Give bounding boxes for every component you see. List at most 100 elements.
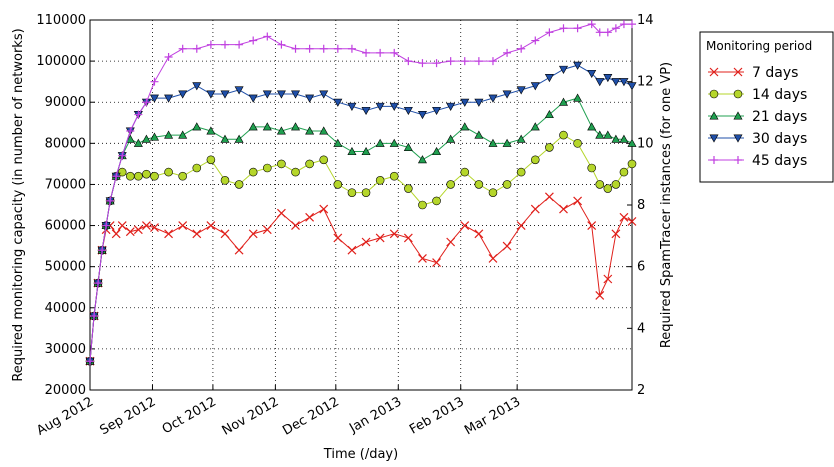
marker [276, 90, 286, 99]
series-line [89, 23, 632, 362]
marker [126, 127, 135, 135]
y-tick-label: 60000 [45, 219, 86, 234]
marker [390, 48, 399, 57]
marker [361, 106, 371, 116]
marker [178, 221, 188, 230]
marker [404, 184, 413, 193]
marker [474, 229, 484, 239]
marker [164, 53, 173, 61]
marker [125, 134, 135, 143]
marker [595, 78, 605, 87]
marker [319, 44, 328, 53]
legend-label: 30 days [752, 131, 807, 147]
marker [248, 94, 258, 103]
marker [262, 90, 272, 99]
marker [709, 67, 719, 77]
marker [530, 82, 540, 91]
marker [118, 151, 127, 160]
marker [291, 167, 300, 177]
marker [249, 36, 258, 45]
marker [112, 172, 121, 181]
y-tick-label: 80000 [45, 136, 86, 151]
marker [276, 126, 286, 135]
marker [544, 192, 554, 202]
marker [389, 102, 399, 111]
legend-box [699, 31, 834, 183]
marker [530, 155, 540, 165]
marker [587, 20, 596, 29]
marker [611, 134, 621, 143]
marker [98, 246, 107, 255]
marker [206, 126, 216, 135]
marker [595, 28, 604, 37]
y2-axis-label: Required SpamTracer instances (for one V… [659, 62, 674, 348]
marker [603, 74, 613, 83]
marker [403, 142, 413, 151]
marker [603, 28, 612, 37]
legend-label: 7 days [752, 65, 798, 81]
marker [142, 169, 151, 179]
marker [220, 229, 230, 239]
marker [488, 138, 498, 147]
marker [446, 102, 456, 111]
marker [263, 163, 272, 173]
marker [587, 69, 597, 79]
marker [474, 57, 483, 66]
x-tick-label: Dec 2012 [280, 394, 342, 438]
marker [488, 94, 498, 103]
marker [446, 237, 456, 247]
marker [319, 204, 329, 214]
marker [460, 98, 470, 107]
marker [277, 159, 286, 169]
marker [178, 90, 188, 99]
marker [291, 122, 301, 131]
marker [361, 146, 371, 156]
marker [125, 227, 135, 237]
marker [206, 40, 215, 49]
y-tick-label: 100000 [36, 54, 86, 69]
marker [117, 167, 127, 177]
marker [432, 146, 442, 156]
marker [149, 94, 159, 103]
marker [141, 221, 151, 230]
marker [90, 312, 99, 320]
marker [460, 122, 470, 131]
marker [133, 225, 143, 235]
marker [389, 171, 399, 181]
y2-tick-label: 8 [637, 198, 645, 213]
y-tick-label: 70000 [45, 177, 86, 192]
marker [150, 223, 159, 233]
x-tick-label: Jan 2013 [346, 394, 404, 436]
marker [117, 221, 127, 230]
marker [375, 176, 385, 185]
marker [709, 89, 719, 99]
marker [111, 229, 121, 239]
marker [709, 134, 719, 143]
marker [611, 229, 621, 239]
marker [134, 171, 143, 181]
marker [710, 156, 718, 164]
marker [627, 159, 637, 169]
marker [502, 138, 512, 147]
marker [418, 200, 427, 210]
marker [235, 40, 244, 49]
series-line [89, 64, 633, 362]
marker [733, 67, 743, 77]
marker [619, 78, 629, 87]
marker [502, 241, 512, 251]
marker [220, 90, 230, 99]
marker [460, 57, 469, 66]
x-tick-label: Feb 2013 [407, 394, 467, 437]
marker [516, 221, 526, 230]
marker [333, 98, 343, 107]
marker [347, 188, 357, 197]
marker [587, 122, 597, 131]
marker [627, 217, 637, 226]
marker [291, 44, 300, 53]
marker [248, 229, 258, 239]
marker [276, 208, 286, 218]
y2-tick-label: 6 [637, 260, 645, 275]
marker [305, 159, 314, 169]
y2-tick-label: 14 [637, 13, 654, 28]
